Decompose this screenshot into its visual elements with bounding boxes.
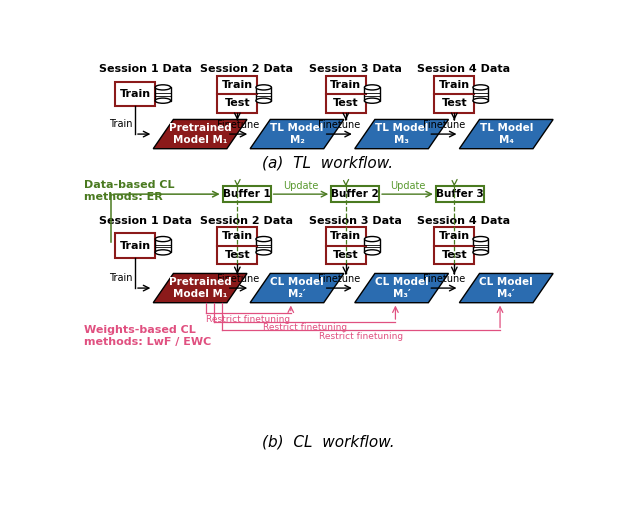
Polygon shape	[250, 274, 344, 302]
Bar	[155, 239, 171, 252]
Ellipse shape	[364, 250, 380, 255]
Text: TL Model
M₂: TL Model M₂	[270, 123, 324, 145]
Ellipse shape	[155, 98, 171, 103]
Text: Train: Train	[222, 231, 253, 241]
Bar	[436, 187, 484, 202]
Bar	[256, 239, 271, 252]
Bar	[115, 82, 155, 106]
Text: Restrict finetuning: Restrict finetuning	[319, 332, 403, 341]
Polygon shape	[460, 120, 553, 149]
Text: Restrict finetuning: Restrict finetuning	[207, 315, 291, 324]
Text: Test: Test	[333, 98, 358, 108]
Text: Session 2 Data: Session 2 Data	[200, 64, 293, 74]
Text: TL Model
M₃: TL Model M₃	[375, 123, 428, 145]
Text: Session 2 Data: Session 2 Data	[200, 216, 293, 226]
Text: Session 4 Data: Session 4 Data	[417, 64, 510, 74]
Text: Finetune: Finetune	[318, 274, 360, 284]
Text: Session 3 Data: Session 3 Data	[308, 216, 401, 226]
Ellipse shape	[155, 237, 171, 242]
Bar	[155, 87, 171, 101]
Text: Train: Train	[120, 241, 150, 251]
Text: Update: Update	[283, 181, 319, 191]
Text: Finetune: Finetune	[218, 274, 260, 284]
Text: Test: Test	[225, 98, 250, 108]
Text: Test: Test	[442, 98, 467, 108]
Ellipse shape	[256, 250, 271, 255]
Bar	[326, 75, 366, 113]
Text: Train: Train	[222, 80, 253, 90]
Text: Pretrained
Model M₁: Pretrained Model M₁	[169, 123, 232, 145]
Text: Train: Train	[109, 120, 132, 130]
Text: Test: Test	[333, 250, 358, 260]
Bar	[473, 239, 488, 252]
Ellipse shape	[364, 237, 380, 242]
Text: Train: Train	[109, 274, 132, 284]
Text: (a)  TL  workflow.: (a) TL workflow.	[262, 156, 394, 171]
Ellipse shape	[256, 237, 271, 242]
Polygon shape	[460, 274, 553, 302]
Bar	[115, 233, 155, 258]
Bar	[364, 87, 380, 101]
Ellipse shape	[473, 250, 488, 255]
Text: Finetune: Finetune	[218, 120, 260, 130]
Text: Test: Test	[442, 250, 467, 260]
Bar	[256, 87, 271, 101]
Text: CL Model
M₃′: CL Model M₃′	[375, 277, 429, 299]
Ellipse shape	[473, 237, 488, 242]
Text: Pretrained
Model M₁: Pretrained Model M₁	[169, 277, 232, 299]
Text: Session 3 Data: Session 3 Data	[308, 64, 401, 74]
Text: Buffer 1: Buffer 1	[223, 189, 271, 199]
Bar	[326, 227, 366, 264]
Text: Finetune: Finetune	[423, 274, 465, 284]
Text: Finetune: Finetune	[318, 120, 360, 130]
Text: Train: Train	[330, 231, 362, 241]
Bar	[473, 87, 488, 101]
Text: Weights-based CL
methods: LwF / EWC: Weights-based CL methods: LwF / EWC	[84, 325, 211, 347]
Text: TL Model
M₄: TL Model M₄	[479, 123, 533, 145]
Bar	[364, 239, 380, 252]
Text: Session 1 Data: Session 1 Data	[99, 216, 193, 226]
Ellipse shape	[364, 98, 380, 103]
Ellipse shape	[256, 98, 271, 103]
Text: Session 4 Data: Session 4 Data	[417, 216, 510, 226]
Text: Train: Train	[439, 80, 470, 90]
Text: Update: Update	[390, 181, 425, 191]
Polygon shape	[153, 274, 247, 302]
Polygon shape	[355, 120, 449, 149]
Text: CL Model
M₂′: CL Model M₂′	[270, 277, 324, 299]
Text: Buffer 3: Buffer 3	[436, 189, 484, 199]
Text: Train: Train	[439, 231, 470, 241]
Ellipse shape	[155, 250, 171, 255]
Text: Finetune: Finetune	[423, 120, 465, 130]
Ellipse shape	[473, 98, 488, 103]
Bar	[331, 187, 379, 202]
Polygon shape	[153, 120, 247, 149]
Ellipse shape	[364, 85, 380, 90]
Text: Test: Test	[225, 250, 250, 260]
Text: Data-based CL
methods: ER: Data-based CL methods: ER	[84, 180, 174, 202]
Text: (b)  CL  workflow.: (b) CL workflow.	[262, 435, 394, 450]
Bar	[217, 75, 257, 113]
Text: Restrict finetuning: Restrict finetuning	[262, 324, 347, 333]
Ellipse shape	[473, 85, 488, 90]
Text: Buffer 2: Buffer 2	[332, 189, 379, 199]
Text: Train: Train	[330, 80, 362, 90]
Bar	[434, 227, 474, 264]
Bar	[217, 227, 257, 264]
Polygon shape	[355, 274, 449, 302]
Text: Train: Train	[120, 89, 150, 99]
Bar	[434, 75, 474, 113]
Text: CL Model
M₄′: CL Model M₄′	[479, 277, 533, 299]
Polygon shape	[250, 120, 344, 149]
Ellipse shape	[155, 85, 171, 90]
Ellipse shape	[256, 85, 271, 90]
Bar	[223, 187, 271, 202]
Text: Session 1 Data: Session 1 Data	[99, 64, 193, 74]
